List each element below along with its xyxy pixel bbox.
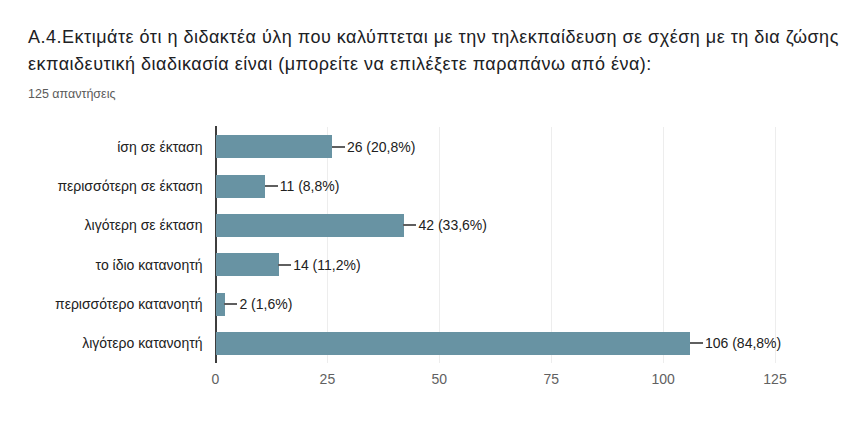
bar[interactable]: [216, 253, 279, 276]
value-label: 106 (84,8%): [705, 333, 781, 353]
gridline: [327, 127, 328, 363]
bar[interactable]: [216, 214, 404, 237]
value-label: 26 (20,8%): [347, 137, 415, 157]
value-connector-line: [265, 185, 278, 187]
category-label: περισσότερη σε έκταση: [57, 177, 202, 195]
bar[interactable]: [216, 175, 265, 198]
bar[interactable]: [216, 135, 332, 158]
gridline: [551, 127, 552, 363]
value-label: 14 (11,2%): [293, 255, 360, 275]
value-connector-line: [224, 303, 237, 305]
value-label: 2 (1,6%): [239, 294, 292, 314]
value-label: 42 (33,6%): [418, 215, 486, 235]
gridline: [663, 127, 664, 363]
gridline: [439, 127, 440, 363]
category-label: λιγότερο κατανοητή: [82, 334, 202, 352]
x-tick-label: 100: [651, 371, 674, 387]
category-label: περισσότερο κατανοητή: [55, 295, 203, 313]
x-tick-label: 25: [320, 371, 336, 387]
x-tick-label: 75: [543, 371, 559, 387]
bar[interactable]: [216, 332, 690, 355]
value-connector-line: [278, 264, 291, 266]
y-axis-line: [215, 126, 217, 363]
bar-chart: 0 25 50 75 100 125 ίση σε έκταση 26 (20,8%) περι…: [0, 0, 860, 437]
gridline: [775, 127, 776, 363]
x-tick-label: 0: [212, 371, 220, 387]
category-label: το ίδιο κατανοητή: [96, 256, 203, 274]
value-connector-line: [332, 146, 345, 148]
x-tick-label: 50: [432, 371, 448, 387]
value-connector-line: [690, 342, 703, 344]
category-label: λιγότερη σε έκταση: [85, 216, 203, 234]
value-connector-line: [403, 224, 416, 226]
category-label: ίση σε έκταση: [117, 138, 202, 156]
value-label: 11 (8,8%): [280, 176, 340, 196]
x-tick-label: 125: [763, 371, 786, 387]
